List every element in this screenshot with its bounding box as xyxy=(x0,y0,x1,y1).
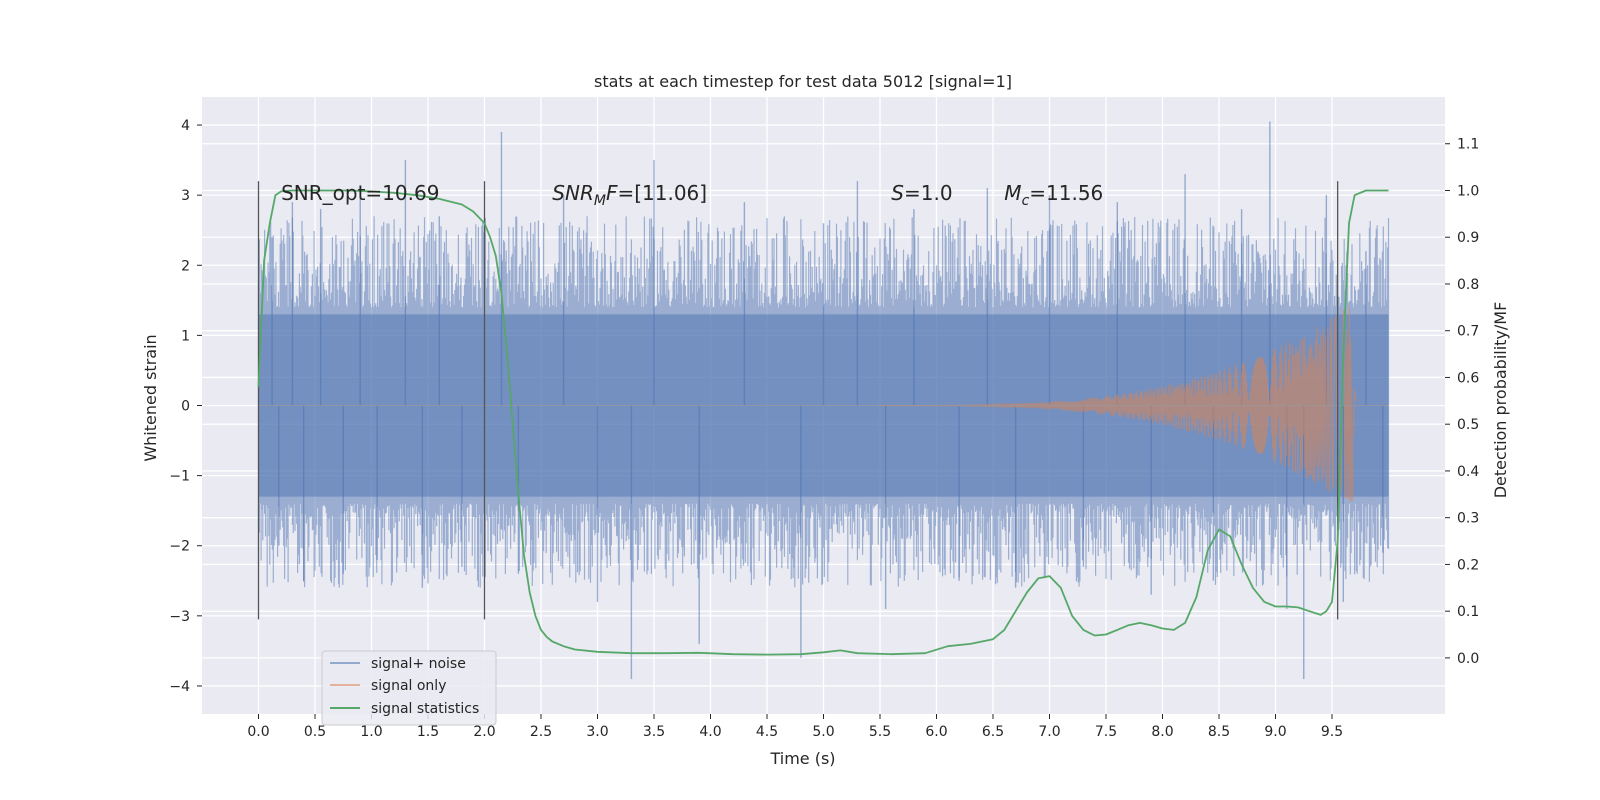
series-signal-statistics xyxy=(257,189,1389,656)
y2-tick-label: 0.9 xyxy=(1457,230,1479,246)
annotations: SNR_opt=10.69 SNRMF=[11.06] S=1.0 Mc=11.56 xyxy=(281,181,1103,209)
y2-tick-label: 1.1 xyxy=(1457,137,1479,153)
y-tick-label: 1 xyxy=(181,328,190,344)
x-tick-label: 7.5 xyxy=(1095,724,1117,740)
x-tick-label: 4.5 xyxy=(756,724,778,740)
y2-tick-label: 0.5 xyxy=(1457,417,1479,433)
x-tick-label: 1.0 xyxy=(360,724,382,740)
y2-tick-label: 0.8 xyxy=(1457,277,1479,293)
y-axis-label: Whitened strain xyxy=(141,334,160,461)
y-tick-label: 3 xyxy=(181,188,190,204)
x-tick-label: 2.0 xyxy=(473,724,495,740)
y-tick-label: −1 xyxy=(169,469,190,485)
statistics-line xyxy=(257,189,1389,656)
annotation-s-val: S=1.0 xyxy=(891,181,952,205)
legend-label-signal-only: signal only xyxy=(371,678,446,694)
x-tick-label: 5.5 xyxy=(869,724,891,740)
y-tick-label: 4 xyxy=(181,118,190,134)
x-tick-label: 4.0 xyxy=(699,724,721,740)
x-tick-label: 5.0 xyxy=(812,724,834,740)
legend: signal+ noise signal only signal statist… xyxy=(321,650,497,726)
legend-box xyxy=(321,650,497,726)
x-tick-label: 3.5 xyxy=(643,724,665,740)
y2-tick-label: 0.1 xyxy=(1457,604,1479,620)
x-tick-label: 6.5 xyxy=(982,724,1004,740)
legend-label-signal-plus-noise: signal+ noise xyxy=(371,656,466,672)
x-tick-label: 8.0 xyxy=(1151,724,1173,740)
x-axis-label: Time (s) xyxy=(769,749,835,768)
y2-tick-label: 0.6 xyxy=(1457,370,1479,386)
y2-axis-label: Detection probability/MF xyxy=(1491,302,1510,499)
y-tick-label: −4 xyxy=(169,679,190,695)
x-tick-label: 9.5 xyxy=(1321,724,1343,740)
annotation-mc-val: Mc=11.56 xyxy=(1004,181,1103,209)
y2-axis-ticks: 0.0 0.1 0.2 0.3 0.4 0.5 0.6 0.7 0.8 0.9 1.0 1.1 xyxy=(1445,137,1479,667)
y2-tick-label: 0.3 xyxy=(1457,511,1479,527)
x-tick-label: 2.5 xyxy=(530,724,552,740)
y-axis-ticks: −4 −3 −2 −1 0 1 2 3 4 xyxy=(169,118,202,695)
y2-tick-label: 0.0 xyxy=(1457,651,1479,667)
series-signal-only xyxy=(258,306,1389,502)
y-tick-label: 0 xyxy=(181,399,190,415)
x-tick-label: 9.0 xyxy=(1264,724,1286,740)
x-tick-label: 8.5 xyxy=(1208,724,1230,740)
x-axis-ticks: 0.0 0.5 1.0 1.5 2.0 2.5 3.0 3.5 4.0 4.5 5.0 5.5 6.0 6… xyxy=(247,714,1343,740)
y2-tick-label: 0.4 xyxy=(1457,464,1479,480)
x-tick-label: 1.5 xyxy=(417,724,439,740)
chart-title: stats at each timestep for test data 501… xyxy=(594,72,1012,91)
y2-tick-label: 0.7 xyxy=(1457,324,1479,340)
y2-tick-label: 1.0 xyxy=(1457,183,1479,199)
legend-label-signal-statistics: signal statistics xyxy=(371,701,479,717)
x-tick-label: 0.0 xyxy=(247,724,269,740)
y-tick-label: −3 xyxy=(169,609,190,625)
x-tick-label: 0.5 xyxy=(304,724,326,740)
y-tick-label: 2 xyxy=(181,258,190,274)
y2-tick-label: 0.2 xyxy=(1457,557,1479,573)
y-tick-label: −2 xyxy=(169,539,190,555)
x-tick-label: 6.0 xyxy=(925,724,947,740)
annotation-snr-mf: SNRMF=[11.06] xyxy=(552,181,707,209)
x-tick-label: 3.0 xyxy=(586,724,608,740)
x-tick-label: 7.0 xyxy=(1038,724,1060,740)
annotation-snr-opt: SNR_opt=10.69 xyxy=(281,181,439,205)
